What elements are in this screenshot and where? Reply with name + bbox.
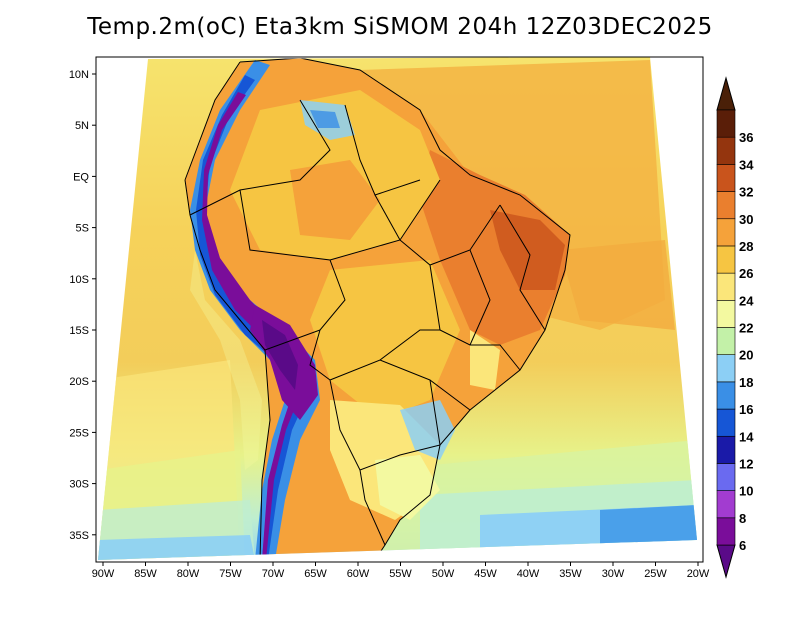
colorbar-swatch bbox=[716, 517, 736, 546]
lon-tick-label: 35W bbox=[559, 568, 582, 580]
colorbar-label: 14 bbox=[739, 429, 754, 444]
lat-tick-label: 5S bbox=[76, 223, 89, 235]
colorbar-swatch bbox=[716, 300, 736, 328]
lon-tick-label: 60W bbox=[347, 568, 370, 580]
colorbar-label: 34 bbox=[739, 157, 754, 172]
colorbar-swatch bbox=[716, 218, 736, 247]
colorbar-label: 18 bbox=[739, 375, 753, 390]
colorbar-swatch bbox=[716, 327, 736, 355]
lat-tick-label: EQ bbox=[73, 171, 89, 183]
lon-tick-label: 85W bbox=[134, 568, 157, 580]
colorbar-high-arrow bbox=[716, 76, 736, 111]
lon-tick-label: 25W bbox=[644, 568, 667, 580]
map-title: Temp.2m(oC) Eta3km SiSMOM 204h 12Z03DEC2… bbox=[87, 14, 713, 40]
colorbar-swatch bbox=[716, 381, 736, 410]
colorbar-swatch bbox=[716, 109, 736, 138]
colorbar-swatch bbox=[716, 463, 736, 491]
colorbar: 6 8 10 12 14 16 18 20 22 24 26 28 30 32 34 36 bbox=[716, 76, 754, 579]
colorbar-swatch bbox=[716, 191, 736, 220]
lon-tick-label: 50W bbox=[432, 568, 455, 580]
colorbar-label: 30 bbox=[739, 212, 753, 227]
colorbar-label: 28 bbox=[739, 239, 753, 254]
colorbar-swatch bbox=[716, 408, 736, 437]
latitude-axis: 10N 5N EQ 5S 10S 15S 20S 25S 30S 35S bbox=[69, 69, 96, 542]
colorbar-swatch bbox=[716, 435, 736, 464]
colorbar-swatch bbox=[716, 164, 736, 192]
colorbar-swatch bbox=[716, 245, 736, 274]
country-boundaries bbox=[184, 57, 571, 560]
lon-tick-label: 90W bbox=[92, 568, 115, 580]
colorbar-label: 24 bbox=[739, 293, 754, 308]
colorbar-label: 26 bbox=[739, 266, 753, 281]
lat-tick-label: 10S bbox=[69, 274, 89, 286]
lon-tick-label: 65W bbox=[304, 568, 327, 580]
lon-tick-label: 45W bbox=[474, 568, 497, 580]
colorbar-label: 22 bbox=[739, 321, 753, 336]
colorbar-label: 10 bbox=[739, 484, 753, 499]
lat-tick-label: 10N bbox=[69, 69, 89, 81]
colorbar-label: 32 bbox=[739, 185, 753, 200]
lon-tick-label: 30W bbox=[602, 568, 625, 580]
colorbar-swatch bbox=[716, 354, 736, 383]
lon-tick-label: 20W bbox=[687, 568, 710, 580]
colorbar-low-arrow bbox=[716, 544, 736, 579]
lat-tick-label: 20S bbox=[69, 376, 89, 388]
lat-tick-label: 30S bbox=[69, 479, 89, 491]
colorbar-label: 16 bbox=[739, 402, 753, 417]
colorbar-label: 36 bbox=[739, 130, 753, 145]
colorbar-swatch bbox=[716, 490, 736, 519]
plot-frame bbox=[95, 56, 704, 563]
longitude-axis: 90W 85W 80W 75W 70W 65W 60W 55W 50W 45W 40W 35W 30W 2… bbox=[92, 562, 710, 580]
lon-tick-label: 70W bbox=[262, 568, 285, 580]
colorbar-label: 6 bbox=[739, 538, 746, 553]
colorbar-label: 8 bbox=[739, 511, 746, 526]
temperature-field bbox=[98, 57, 697, 560]
lat-tick-label: 35S bbox=[69, 530, 89, 542]
lon-tick-label: 55W bbox=[389, 568, 412, 580]
lat-tick-label: 5N bbox=[75, 120, 89, 132]
lon-tick-label: 80W bbox=[177, 568, 200, 580]
colorbar-label: 20 bbox=[739, 348, 753, 363]
lat-tick-label: 25S bbox=[69, 427, 89, 439]
colorbar-swatch bbox=[716, 136, 736, 165]
colorbar-label: 12 bbox=[739, 456, 753, 471]
lat-tick-label: 15S bbox=[69, 325, 89, 337]
colorbar-swatch bbox=[716, 272, 736, 301]
lon-tick-label: 40W bbox=[517, 568, 540, 580]
lon-tick-label: 75W bbox=[219, 568, 242, 580]
